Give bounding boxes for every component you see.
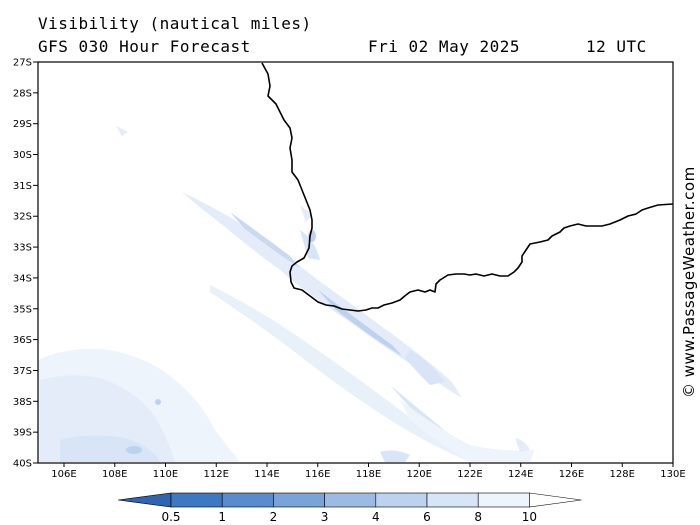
lon-label: 126E [559,469,584,480]
colorbar-label: 6 [423,510,431,524]
visibility-shading [38,126,535,462]
lon-label: 106E [51,469,76,480]
colorbar-swatch [170,492,223,508]
colorbar-swatch [477,492,530,508]
lat-label: 35S [13,304,32,315]
colorbar-label: 10 [522,510,537,524]
lat-label: 31S [13,181,32,192]
colorbar-high-arrow [529,492,582,508]
latitude-axis: 27S 28S 29S 30S 31S 32S 33S 34S 35S 36S 37S 38S 39S 4… [13,58,38,470]
lat-label: 40S [13,459,32,470]
lat-label: 32S [13,212,32,223]
lon-label: 118E [356,469,381,480]
lon-label: 114E [254,469,279,480]
lon-label: 124E [508,469,533,480]
lat-label: 38S [13,397,32,408]
lat-label: 39S [13,428,32,439]
colorbar-swatch [426,492,479,508]
lon-label: 120E [407,469,432,480]
forecast-date: Fri 02 May 2025 [368,37,520,56]
colorbar: 0.5 1 2 3 4 6 8 10 [117,492,582,524]
map-title: Visibility (nautical miles) [38,14,312,33]
forecast-time: 12 UTC [586,37,647,56]
lon-label: 112E [204,469,229,480]
lat-label: 30S [13,150,32,161]
colorbar-label: 3 [321,510,329,524]
colorbar-swatch [375,492,428,508]
lat-label: 36S [13,335,32,346]
colorbar-swatch [324,492,377,508]
lon-label: 116E [305,469,330,480]
lat-label: 33S [13,243,32,254]
lon-label: 108E [102,469,127,480]
map-frame [37,61,674,464]
colorbar-label: 0.5 [161,510,180,524]
lat-label: 37S [13,366,32,377]
lon-label: 110E [153,469,178,480]
longitude-axis: 106E 108E 110E 112E 114E 116E 118E 120E 122E 124E… [51,463,686,480]
colorbar-swatch [273,492,325,508]
lat-label: 27S [13,58,32,69]
credit-text: © www.PassageWeather.com [680,166,698,398]
lon-label: 130E [660,469,685,480]
lon-label: 128E [610,469,635,480]
colorbar-swatch [221,492,274,508]
colorbar-low-arrow [117,492,172,508]
colorbar-label: 1 [218,510,226,524]
colorbar-label: 2 [270,510,278,524]
lat-label: 29S [13,119,32,130]
colorbar-label: 4 [372,510,380,524]
lat-label: 28S [13,88,32,99]
lat-label: 34S [13,273,32,284]
lon-label: 122E [457,469,482,480]
coastline [261,62,674,312]
colorbar-label: 8 [474,510,482,524]
forecast-subtitle: GFS 030 Hour Forecast [38,37,251,56]
